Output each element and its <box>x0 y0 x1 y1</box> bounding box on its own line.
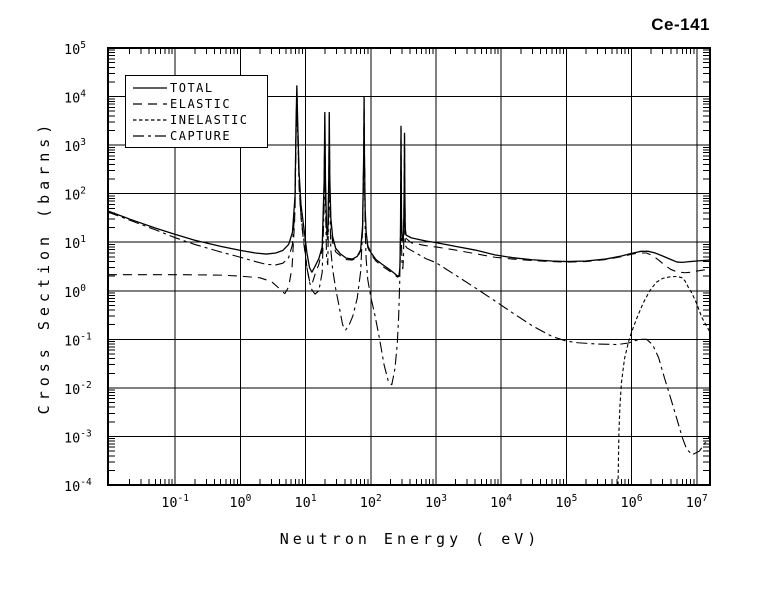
y-tick-label: 10-4 <box>64 477 92 495</box>
chart-title: Ce-141 <box>651 15 710 34</box>
curve-inelastic <box>617 275 710 485</box>
legend-item-total: TOTAL <box>132 80 267 96</box>
x-tick-label: 105 <box>555 493 577 511</box>
y-tick-label: 10-1 <box>64 331 92 349</box>
legend-item-label: ELASTIC <box>170 97 232 111</box>
legend-item-label: TOTAL <box>170 81 214 95</box>
plot-border <box>107 47 711 486</box>
legend-line-short-dash <box>133 119 167 121</box>
x-tick-label: 10-1 <box>161 493 189 511</box>
y-tick-label: 104 <box>64 89 86 107</box>
tick-labels: 10-1 100 101 102 103 104 105 106 107 105 104 103 102… <box>64 40 708 511</box>
legend-item-label: CAPTURE <box>170 129 232 143</box>
x-tick-label: 100 <box>229 493 251 511</box>
legend-item-inelastic: INELASTIC <box>132 112 267 128</box>
y-tick-label: 101 <box>64 234 86 252</box>
y-tick-label: 100 <box>64 283 86 301</box>
legend-box: TOTAL ELASTIC INELASTIC CAPTURE <box>125 75 268 148</box>
y-tick-label: 105 <box>64 40 86 58</box>
curve-elastic <box>108 90 710 295</box>
x-tick-label: 106 <box>621 493 643 511</box>
y-tick-label: 102 <box>64 186 86 204</box>
y-tick-label: 10-2 <box>64 380 92 398</box>
x-tick-label: 102 <box>360 493 382 511</box>
x-tick-label: 107 <box>686 493 708 511</box>
y-tick-label: 10-3 <box>64 428 92 446</box>
x-axis-label: Neutron Energy ( eV) <box>279 530 541 548</box>
legend-item-capture: CAPTURE <box>132 128 267 144</box>
legend-line-solid <box>133 87 167 89</box>
x-tick-label: 103 <box>425 493 447 511</box>
curve-capture <box>108 116 710 456</box>
curves <box>108 85 710 485</box>
x-tick-label: 101 <box>295 493 317 511</box>
legend-line-long-dash <box>133 103 167 105</box>
y-tick-label: 103 <box>64 137 86 155</box>
legend-item-elastic: ELASTIC <box>132 96 267 112</box>
y-axis-label: Cross Section (barns) <box>35 119 53 415</box>
x-tick-label: 104 <box>490 493 512 511</box>
legend-item-label: INELASTIC <box>170 113 249 127</box>
legend-line-dash-dot <box>133 135 167 137</box>
